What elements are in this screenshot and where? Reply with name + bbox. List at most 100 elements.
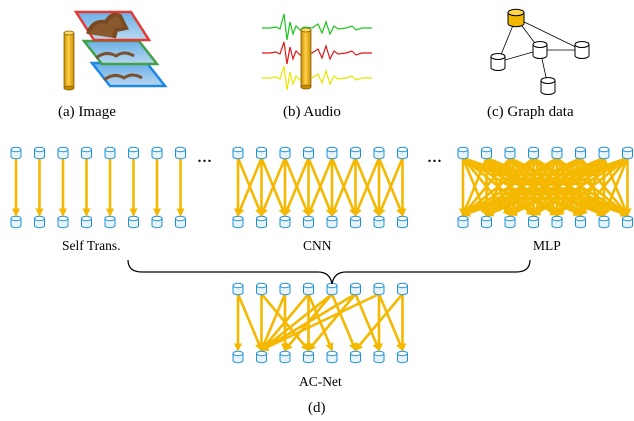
output-node (232, 350, 244, 364)
output-node (256, 215, 267, 229)
graph-node (490, 53, 506, 71)
input-node (128, 146, 139, 160)
network-label-cnn: CNN (303, 238, 332, 253)
panel-caption-graph: (c) Graph data (487, 104, 574, 120)
input-node (350, 146, 361, 160)
edge-group (233, 292, 407, 352)
input-node (232, 282, 244, 296)
input-node (303, 282, 314, 296)
output-node (598, 215, 610, 229)
mlp-network (457, 146, 633, 229)
audio-wave-yellow (262, 65, 372, 91)
network-edge (330, 293, 357, 352)
output-node (232, 215, 244, 229)
input-node (256, 282, 267, 296)
input-node (397, 146, 408, 160)
audio-waveform-illustration (262, 13, 372, 91)
output-node (373, 350, 385, 364)
ellipsis-left: ... (197, 145, 212, 167)
image-slice-blue (89, 61, 168, 88)
figure-label-d: (d) (308, 400, 326, 416)
network-edge (555, 156, 629, 217)
network-label-acnet: AC-Net (299, 374, 342, 389)
input-node (373, 282, 385, 296)
output-node (397, 350, 408, 364)
output-node (504, 215, 516, 229)
audio-wave-red (262, 41, 372, 65)
input-node (457, 146, 469, 160)
network-edge (377, 293, 404, 352)
network-edge (259, 292, 380, 352)
self-transformer-network (10, 146, 186, 229)
input-node (481, 146, 492, 160)
output-node (350, 215, 361, 229)
image-slice-red (73, 10, 152, 42)
output-node (303, 215, 314, 229)
graph-node (574, 41, 590, 59)
audio-cylinder (300, 27, 312, 90)
input-node (528, 146, 539, 160)
acnet-network (232, 282, 408, 364)
network-label-mlp: MLP (533, 238, 561, 253)
input-node (279, 282, 291, 296)
network-label-self-trans: Self Trans. (62, 238, 121, 253)
input-node (397, 282, 408, 296)
network-edge (260, 293, 287, 352)
network-edge (461, 156, 628, 217)
output-node (575, 215, 586, 229)
output-node (57, 215, 69, 229)
network-edge (377, 157, 404, 217)
output-node (457, 215, 469, 229)
output-node (551, 215, 563, 229)
panel-caption-audio: (b) Audio (283, 104, 341, 120)
output-node (528, 215, 539, 229)
input-node (373, 146, 385, 160)
input-node (279, 146, 291, 160)
network-edge (532, 156, 629, 217)
input-node (57, 146, 69, 160)
brace-connector (127, 259, 531, 285)
input-node (326, 146, 338, 160)
network-edge (283, 157, 310, 217)
output-node (128, 215, 139, 229)
network-edge (236, 157, 263, 217)
image-cylinder (63, 30, 75, 91)
network-edge (461, 156, 582, 217)
output-node (279, 215, 291, 229)
output-node (350, 350, 361, 364)
network-edge (307, 157, 334, 217)
graph-node (540, 77, 556, 95)
input-node (551, 146, 563, 160)
input-node (303, 146, 314, 160)
network-edge (307, 293, 357, 352)
input-node (504, 146, 516, 160)
network-edge (461, 157, 512, 217)
cnn-network (232, 146, 408, 229)
network-edge (461, 156, 535, 217)
image-stack-illustration (63, 10, 168, 91)
panel-caption-image: (a) Image (58, 104, 116, 120)
output-node (104, 215, 116, 229)
input-node (151, 146, 163, 160)
output-node (326, 350, 338, 364)
output-node (175, 215, 186, 229)
input-node (350, 282, 361, 296)
output-node (256, 350, 267, 364)
output-node (622, 215, 633, 229)
input-node (34, 146, 45, 160)
graph-node-highlighted (507, 8, 525, 28)
network-edge (354, 293, 404, 352)
output-node (326, 215, 338, 229)
output-node (481, 215, 492, 229)
network-edge (260, 292, 333, 352)
output-node (81, 215, 92, 229)
input-node (575, 146, 586, 160)
network-edge (508, 156, 629, 217)
network-edge (354, 157, 381, 217)
graph-node (532, 41, 548, 59)
network-edge (330, 157, 357, 217)
image-slice-green (81, 39, 160, 66)
network-edge (579, 157, 629, 217)
network-edge (260, 292, 357, 352)
output-node (397, 215, 408, 229)
